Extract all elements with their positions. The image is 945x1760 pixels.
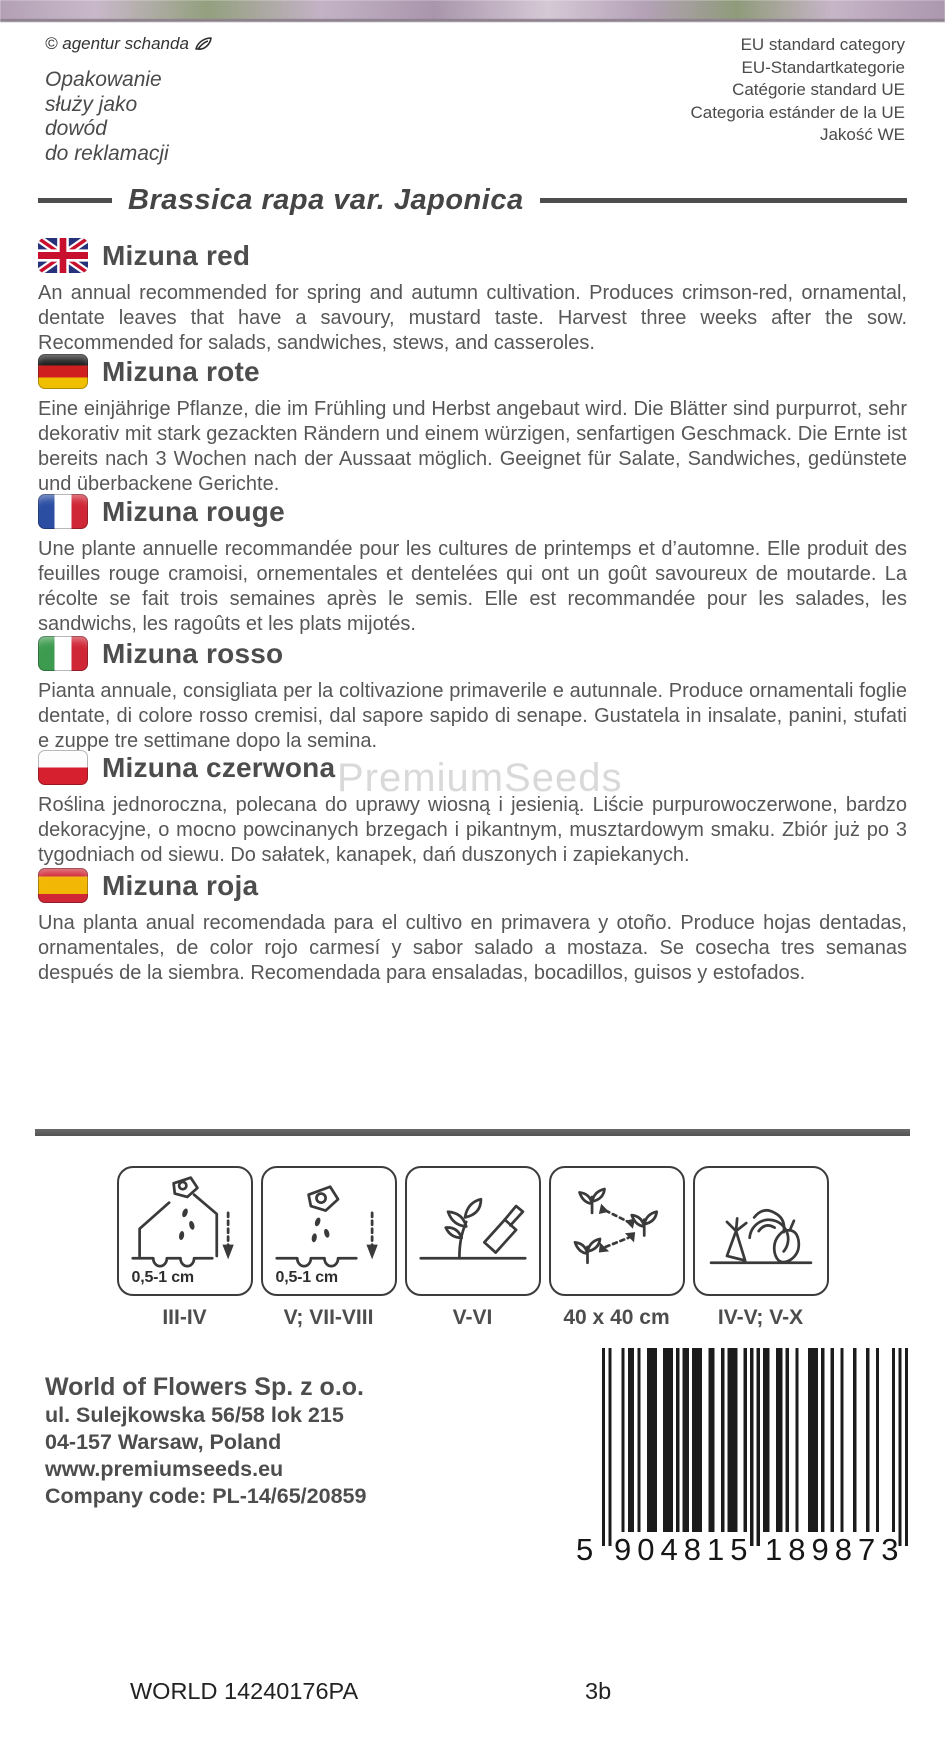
header-left: © agentur schanda Opakowanie służy jako … <box>45 34 212 166</box>
packaging-claim: Opakowanie służy jako dowód do reklamacj… <box>45 68 212 166</box>
latin-name-row: Brassica rapa var. Japonica <box>38 184 907 217</box>
variety-title-en: Mizuna red <box>102 239 251 271</box>
leaf-icon <box>195 37 212 50</box>
section-english: Mizuna red An annual recommended for spr… <box>38 238 907 356</box>
ean-right-group: 189873 <box>765 1532 905 1567</box>
pictogram-box: 0,5-1 cm <box>260 1166 397 1296</box>
producer-address: World of Flowers Sp. z o.o. ul. Sulejkow… <box>45 1372 366 1510</box>
france-flag-icon <box>38 494 88 529</box>
website: www.premiumseeds.eu <box>45 1457 284 1481</box>
plant-photo-strip <box>0 0 945 22</box>
description-de: Eine einjährige Pflanze, die im Frühling… <box>38 398 907 495</box>
variety-title-fr: Mizuna rouge <box>102 495 285 527</box>
ean-barcode: 5 904815 189873 <box>576 1348 908 1580</box>
ean-left-group: 904815 <box>614 1532 754 1567</box>
variety-title-es: Mizuna roja <box>102 869 259 901</box>
form-code: 3b <box>585 1678 612 1704</box>
eu-category-block: EU standard category EU-Standartkategori… <box>690 34 905 166</box>
cultivation-pictograms: 0,5-1 cm III-IV 0,5-1 cm V; VII-VIII <box>0 1166 945 1330</box>
eu-category-line: Jakość WE <box>819 125 905 144</box>
sowing-outdoors-period: V; VII-VIII <box>283 1306 374 1329</box>
claim-line: Opakowanie <box>45 68 162 91</box>
pictogram-transplant: V-VI <box>404 1166 541 1330</box>
section-header: Mizuna red <box>38 238 907 273</box>
company-name: World of Flowers Sp. z o.o. <box>45 1373 364 1401</box>
transplant-icon <box>418 1197 527 1260</box>
description-es: Una planta anual recomendada para el cul… <box>38 912 907 984</box>
section-header: Mizuna roja <box>38 868 907 903</box>
claim-line: do reklamacji <box>45 141 169 165</box>
variety-title-pl: Mizuna czerwona <box>102 751 336 783</box>
germany-flag-icon <box>38 354 88 389</box>
harvest-period: IV-V; V-X <box>717 1306 804 1329</box>
header: © agentur schanda Opakowanie służy jako … <box>45 34 905 166</box>
sow-outdoors-icon <box>274 1185 378 1268</box>
section-header: Mizuna rouge <box>38 494 907 529</box>
pictogram-harvest: IV-V; V-X <box>692 1166 829 1330</box>
poland-flag-icon <box>38 750 88 785</box>
sowing-depth-label: 0,5-1 cm <box>275 1269 339 1286</box>
copyright-line: © agentur schanda <box>45 34 212 54</box>
latin-name: Brassica rapa var. Japonica <box>128 184 524 216</box>
section-header: Mizuna rote <box>38 354 907 389</box>
street-line: ul. Sulejkowska 56/58 lok 215 <box>45 1403 344 1427</box>
claim-line: służy jako <box>45 92 138 116</box>
pictogram-box <box>404 1166 541 1296</box>
section-header: Mizuna rosso <box>38 636 907 671</box>
description-it: Pianta annuale, consigliata per la colti… <box>38 680 907 752</box>
spain-flag-icon <box>38 868 88 903</box>
eu-category-line: Categoria estánder de la UE <box>690 102 905 122</box>
eu-category-line: EU standard category <box>740 35 905 54</box>
city-line: 04-157 Warsaw, Poland <box>45 1430 282 1454</box>
ean-first-digit: 5 <box>576 1532 594 1567</box>
title-dash <box>38 198 112 203</box>
batch-number: WORLD 14240176PA <box>130 1678 359 1704</box>
section-french: Mizuna rouge Une plante annuelle recomma… <box>38 494 907 637</box>
pictogram-sow-indoors: 0,5-1 cm III-IV <box>116 1166 253 1330</box>
spacing-icon <box>573 1187 658 1265</box>
pictogram-box <box>548 1166 685 1296</box>
section-header: Mizuna czerwona <box>38 750 907 785</box>
barcode-bars <box>602 1348 908 1546</box>
premiumseeds-watermark: PremiumSeeds <box>337 756 623 800</box>
sowing-depth-label: 0,5-1 cm <box>131 1269 195 1286</box>
pictogram-spacing: 40 x 40 cm <box>548 1166 685 1330</box>
pictogram-box <box>692 1166 829 1296</box>
section-spanish: Mizuna roja Una planta anual recomendada… <box>38 868 907 986</box>
variety-title-it: Mizuna rosso <box>102 637 284 669</box>
section-german: Mizuna rote Eine einjährige Pflanze, die… <box>38 354 907 497</box>
description-fr: Une plante annuelle recommandée pour les… <box>38 538 907 635</box>
section-polish: Mizuna czerwona Roślina jednoroczna, pol… <box>38 750 907 868</box>
italy-flag-icon <box>38 636 88 671</box>
claim-line: dowód <box>45 117 107 140</box>
uk-flag-icon <box>38 238 88 273</box>
title-rule <box>539 198 907 203</box>
variety-title-de: Mizuna rote <box>102 355 260 387</box>
description-en: An annual recommended for spring and aut… <box>38 282 907 354</box>
transplant-period: V-VI <box>452 1306 493 1329</box>
description-pl: Roślina jednoroczna, polecana do uprawy … <box>38 794 907 866</box>
section-italian: Mizuna rosso Pianta annuale, consigliata… <box>38 636 907 754</box>
copyright-text: © agentur schanda <box>45 34 189 53</box>
spacing-value: 40 x 40 cm <box>563 1306 670 1329</box>
harvest-icon <box>709 1208 812 1265</box>
section-divider-bar <box>35 1129 910 1136</box>
sowing-indoors-period: III-IV <box>162 1306 207 1329</box>
pictogram-box: 0,5-1 cm <box>116 1166 253 1296</box>
company-code: Company code: PL-14/65/20859 <box>45 1484 367 1508</box>
eu-category-line: EU-Standartkategorie <box>741 57 905 77</box>
eu-category-line: Catégorie standard UE <box>732 80 905 99</box>
pictogram-sow-outdoors: 0,5-1 cm V; VII-VIII <box>260 1166 397 1330</box>
sow-indoors-icon <box>130 1176 234 1268</box>
